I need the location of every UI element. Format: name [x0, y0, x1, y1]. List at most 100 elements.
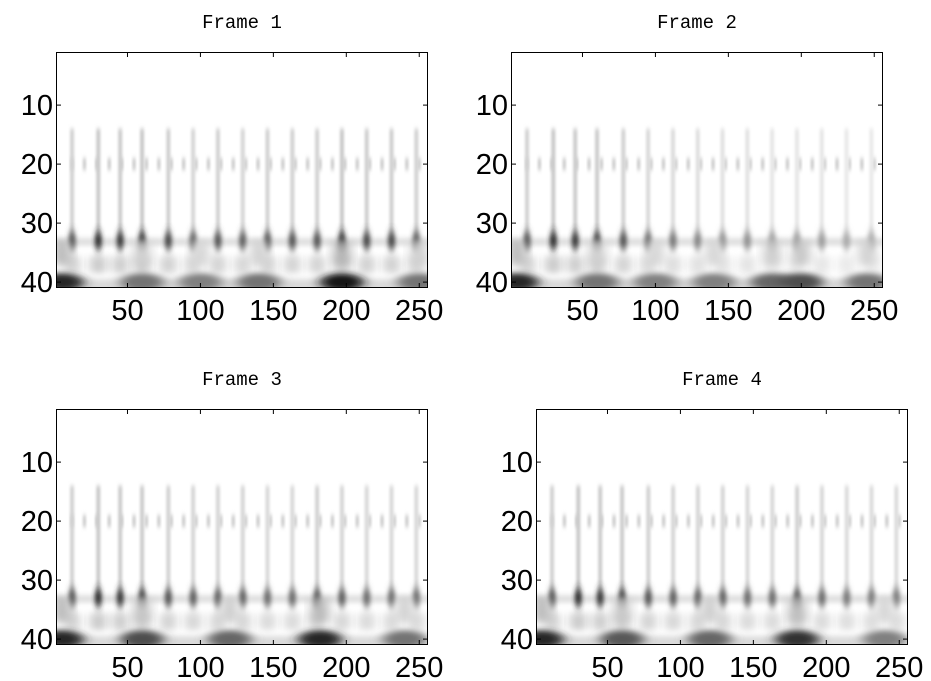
- y-tick-label: 10: [21, 90, 53, 122]
- low-blob-fan: [333, 238, 350, 267]
- weak-band-mark: [281, 515, 285, 528]
- pulse-fan: [814, 611, 829, 632]
- pulse-fan: [91, 611, 106, 632]
- weak-band-mark: [562, 515, 566, 528]
- weak-band-mark: [355, 515, 359, 528]
- low-blob: [120, 273, 165, 288]
- weak-band-mark: [723, 158, 727, 171]
- weak-band-mark: [786, 515, 790, 528]
- pulse-fan: [384, 611, 399, 632]
- pulse-mark: [68, 588, 77, 607]
- x-tick-label: 50: [111, 652, 143, 681]
- pulse-mark: [892, 588, 901, 607]
- subplot-4: Frame 4 10 20 30 40 50 100 150 200 250: [501, 369, 924, 681]
- low-blob: [382, 630, 427, 645]
- weak-band-mark: [699, 158, 703, 171]
- weak-band-mark: [562, 158, 566, 171]
- low-blob-fan: [764, 238, 781, 267]
- pulse-fan: [864, 611, 879, 632]
- x-tick-label: 200: [802, 652, 850, 681]
- weak-band-mark: [392, 515, 396, 528]
- pulse-streak: [315, 485, 320, 598]
- weak-band-mark: [157, 515, 161, 528]
- pulse-streak: [118, 485, 123, 598]
- x-tick-label: 100: [631, 295, 679, 327]
- low-blob-fan: [536, 595, 550, 624]
- weak-band-mark: [182, 515, 186, 528]
- pulse-fan: [285, 254, 300, 275]
- pulse-streak: [595, 128, 600, 241]
- pulse-streak: [166, 128, 171, 241]
- weak-band-mark: [330, 515, 334, 528]
- weak-band-mark: [343, 515, 347, 528]
- axes-frame: [56, 52, 428, 288]
- pulse-streak: [819, 128, 824, 241]
- pulse-fan: [359, 254, 374, 275]
- pulse-streak: [290, 128, 295, 241]
- pulse-streak: [140, 485, 145, 598]
- pulse-mark: [387, 588, 396, 607]
- weak-band-mark: [835, 515, 839, 528]
- pulse-fan: [210, 611, 225, 632]
- low-blob: [511, 273, 539, 288]
- pulse-streak: [290, 485, 295, 598]
- pulse-fan: [616, 254, 631, 275]
- weak-band-mark: [157, 158, 161, 171]
- x-tick-label: 50: [111, 295, 143, 327]
- pulse-streak: [620, 485, 625, 598]
- weak-band-mark: [219, 515, 223, 528]
- weak-band-mark: [773, 158, 777, 171]
- weak-band-mark: [169, 158, 173, 171]
- x-tick-label: 100: [656, 652, 704, 681]
- pulse-mark: [842, 231, 851, 250]
- weak-band-mark: [144, 158, 148, 171]
- pulse-streak: [770, 485, 775, 598]
- pulse-streak: [315, 128, 320, 241]
- pulse-mark: [213, 231, 222, 250]
- weak-band-mark: [281, 158, 285, 171]
- pulse-fan: [235, 611, 250, 632]
- weak-band-mark: [405, 515, 409, 528]
- y-tick-label: 40: [21, 624, 53, 656]
- pulse-streak: [265, 128, 270, 241]
- pulse-fan: [161, 254, 176, 275]
- heatmap-image: [511, 52, 883, 288]
- y-tick-label: 10: [501, 447, 533, 479]
- weak-band-mark: [169, 515, 173, 528]
- pulse-streak: [844, 128, 849, 241]
- pulse-mark: [189, 588, 198, 607]
- weak-band-mark: [661, 158, 665, 171]
- low-blob: [236, 273, 281, 288]
- pulse-fan: [359, 611, 374, 632]
- pulse-fan: [665, 254, 680, 275]
- pulse-streak: [794, 128, 799, 241]
- pulse-fan: [91, 254, 106, 275]
- pulse-streak: [215, 128, 220, 241]
- pulse-mark: [867, 588, 876, 607]
- weak-band-mark: [330, 158, 334, 171]
- x-tick-label: 150: [249, 652, 297, 681]
- pulse-streak: [695, 485, 700, 598]
- weak-band-mark: [761, 515, 765, 528]
- weak-band-mark: [144, 515, 148, 528]
- pulse-streak: [339, 485, 344, 598]
- pulse-mark: [668, 231, 677, 250]
- weak-band-mark: [872, 158, 876, 171]
- pulse-streak: [551, 128, 556, 241]
- y-tick-label: 40: [21, 267, 53, 299]
- pulse-streak: [745, 485, 750, 598]
- pulse-streak: [70, 485, 75, 598]
- pulse-fan: [161, 611, 176, 632]
- pulse-mark: [412, 588, 421, 607]
- low-blob-fan: [789, 595, 806, 624]
- low-blob-fan: [192, 238, 209, 267]
- weak-band-mark: [649, 158, 653, 171]
- pulse-streak: [215, 485, 220, 598]
- pulse-mark: [549, 231, 558, 250]
- pulse-mark: [596, 588, 605, 607]
- pulse-streak: [869, 128, 874, 241]
- low-blob: [120, 630, 165, 645]
- pulse-fan: [384, 254, 399, 275]
- pulse-streak: [140, 128, 145, 241]
